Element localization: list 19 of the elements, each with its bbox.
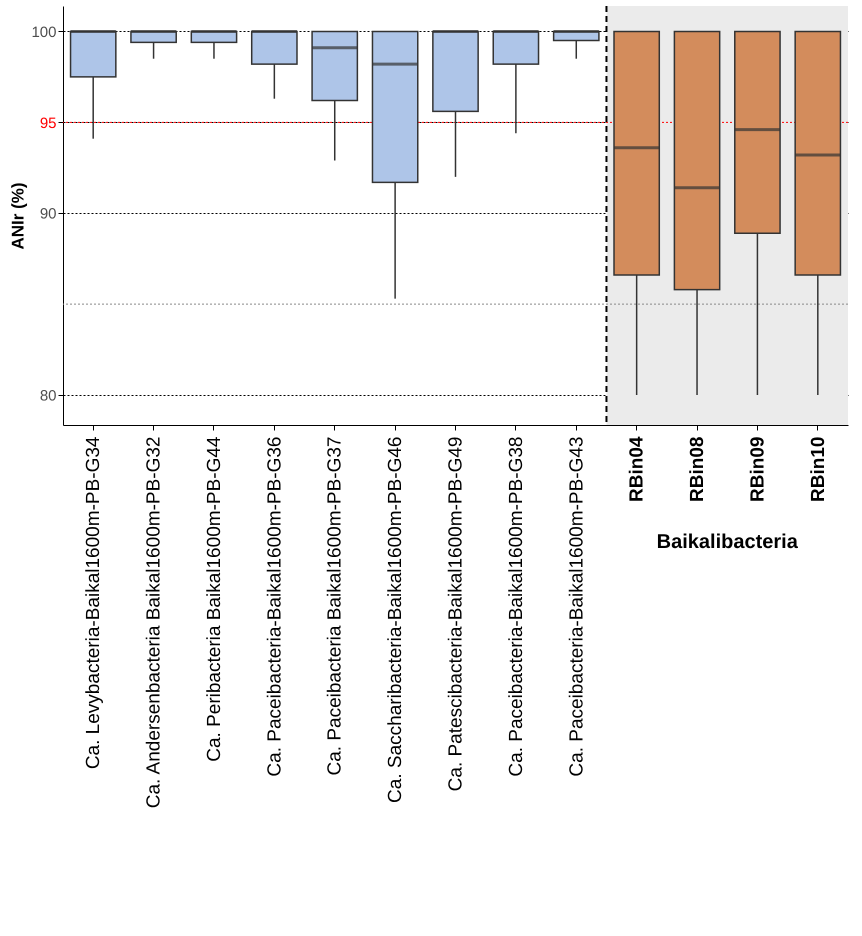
y-tick-label: 95 — [40, 114, 56, 132]
x-tick-label: Ca. Paceibacteria-Baikal1600m-PB-G36 — [264, 436, 286, 777]
x-tick-label: RBin10 — [808, 436, 829, 502]
x-tick-label: Ca. Peribacteria Baikal1600m-PB-G44 — [204, 436, 225, 762]
y-tick-label: 80 — [40, 388, 56, 405]
x-tick-label: Ca. Paceibacteria-Baikal1600m-PB-G38 — [506, 436, 527, 777]
x-tick-label: Ca. Andersenbacteria Baikal1600m-PB-G32 — [144, 436, 165, 808]
x-tick-label: RBin08 — [687, 436, 708, 502]
x-tick-label: Ca. Saccharibacteria-Baikal1600m-PB-G46 — [385, 436, 406, 803]
x-tick-label: Ca. Paceibacteria-Baikal1600m-PB-G43 — [566, 436, 588, 777]
x-tick-label: RBin04 — [626, 436, 648, 502]
y-tick-label: 100 — [31, 24, 56, 41]
x-tick-label: Ca. Paceibacteria Baikal1600m-PB-G37 — [324, 436, 346, 776]
y-axis-title: ANIr (%) — [8, 182, 28, 250]
text: Baikalibacteria — [656, 531, 799, 553]
x-tick-label: Ca. Levybacteria-Baikal1600m-PB-G34 — [83, 436, 104, 770]
x-tick-label: RBin09 — [747, 436, 768, 502]
y-tick-label: 90 — [40, 206, 56, 223]
x-tick-label: Ca. Patescibacteria-Baikal1600m-PB-G49 — [446, 436, 466, 792]
